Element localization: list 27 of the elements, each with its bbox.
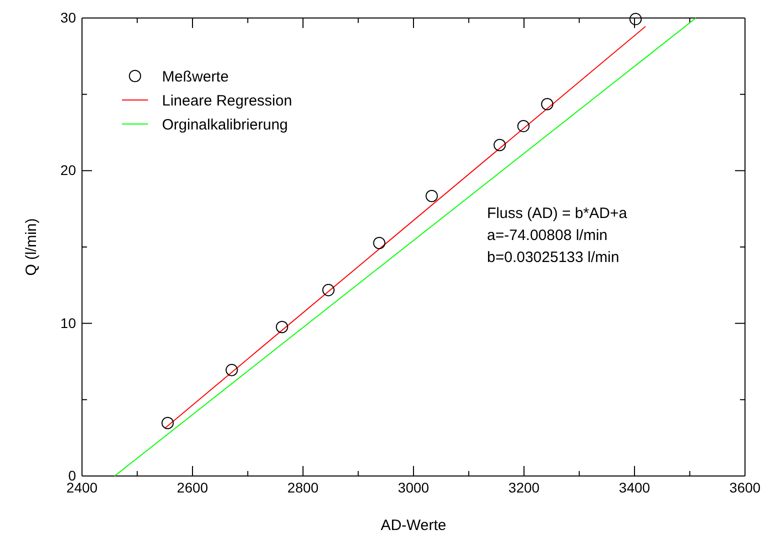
legend-label: Orginalkalibrierung <box>162 116 288 134</box>
point <box>494 138 506 152</box>
x-tick-label: 2600 <box>176 480 208 496</box>
x-tick-label: 3000 <box>398 480 430 496</box>
y-tick-label: 20 <box>60 162 76 178</box>
y-tick-label: 10 <box>60 314 76 331</box>
point <box>541 98 554 110</box>
y-axis-title: Q (l/min) <box>23 218 40 276</box>
point <box>161 416 174 430</box>
point <box>517 120 530 132</box>
point <box>426 190 438 202</box>
point <box>322 284 335 296</box>
x-tick-label: 3400 <box>618 480 650 496</box>
y-tick-label: 30 <box>60 9 76 26</box>
point <box>629 12 642 26</box>
annotation: a=-74.00808 l/min <box>487 227 608 244</box>
point <box>373 236 386 250</box>
x-tick-label: 2800 <box>287 480 319 496</box>
x-tick-label: 3600 <box>729 480 761 496</box>
legend-label: Lineare Regression <box>162 92 292 110</box>
point <box>276 320 288 334</box>
x-axis-title: AD-Werte <box>380 517 446 534</box>
annotation: b=0.03025133 l/min <box>487 249 620 266</box>
annotation: Fluss (AD) = b*AD+a <box>487 205 628 222</box>
legend-label: Meßwerte <box>162 68 229 86</box>
x-tick-label: 3200 <box>508 480 540 496</box>
point <box>226 364 238 376</box>
